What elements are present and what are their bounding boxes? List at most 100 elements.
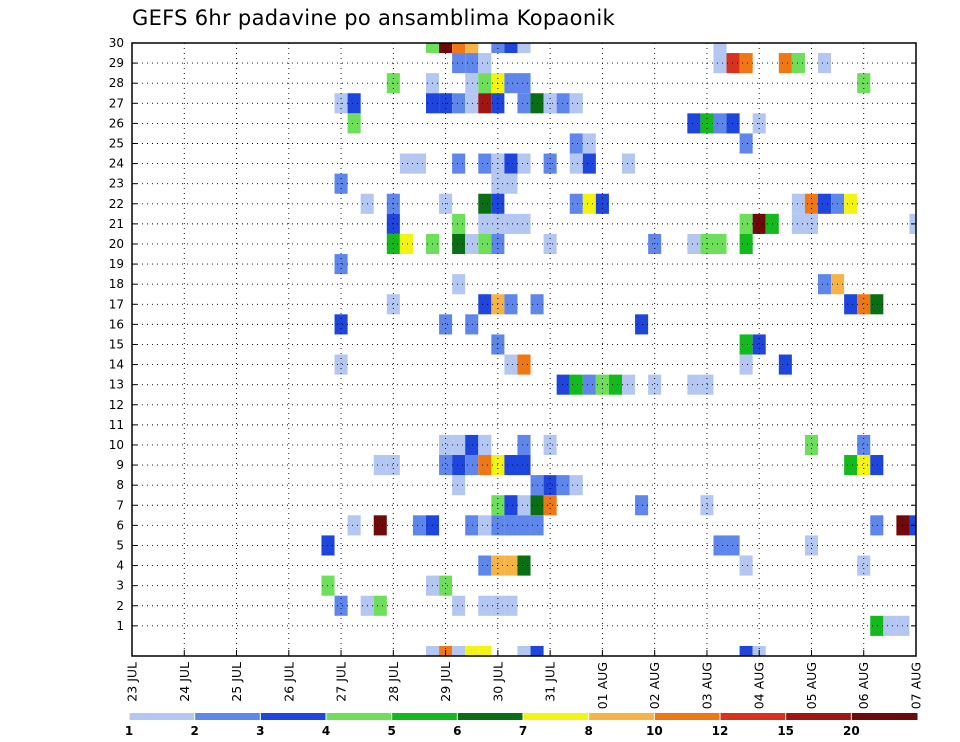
- data-cell: [791, 193, 805, 214]
- data-cell: [739, 354, 753, 375]
- data-cell: [478, 73, 492, 94]
- data-cell: [504, 515, 518, 536]
- data-cell: [504, 173, 518, 194]
- data-cell: [791, 53, 805, 74]
- colorbar-tick-label: 5: [387, 724, 395, 738]
- x-tick-label: 28 JUL: [386, 662, 401, 702]
- data-cell: [334, 354, 348, 375]
- x-tick-label: 06 AUG: [856, 662, 871, 709]
- y-tick-label: 2: [116, 599, 124, 613]
- data-cell: [713, 233, 727, 255]
- y-tick-label: 26: [109, 116, 124, 130]
- x-axis-ticks: 23 JUL 24 JUL 25 JUL 26 JUL 27 JUL 28 JUL 29 J…: [125, 650, 924, 709]
- colorbar-tick-label: 3: [256, 724, 264, 738]
- x-tick-label: 03 AUG: [699, 662, 714, 709]
- data-cell: [517, 455, 531, 476]
- y-tick-label: 1: [116, 619, 124, 633]
- data-cell: [452, 434, 466, 456]
- y-tick-label: 22: [109, 197, 124, 211]
- data-cell: [739, 133, 753, 154]
- y-tick-label: 5: [116, 538, 124, 552]
- data-cell: [726, 53, 740, 74]
- y-tick-label: 7: [116, 498, 124, 512]
- x-tick-label: 31 JUL: [543, 662, 558, 702]
- data-cell: [739, 213, 753, 234]
- data-cell: [569, 374, 583, 395]
- data-cell: [465, 314, 479, 335]
- data-cell: [478, 93, 492, 114]
- data-cell: [700, 495, 714, 516]
- y-tick-label: 28: [109, 76, 124, 90]
- data-cell: [504, 455, 518, 476]
- data-cell: [582, 193, 596, 214]
- data-cell: [478, 645, 492, 656]
- colorbar-tick-label: 10: [646, 724, 663, 738]
- data-cell: [857, 434, 871, 456]
- data-cell: [517, 213, 531, 234]
- data-cell: [870, 455, 884, 476]
- plot-frame: [131, 42, 917, 657]
- data-cell: [818, 53, 832, 74]
- x-tick-label: 30 JUL: [490, 662, 505, 702]
- data-cell: [478, 153, 492, 174]
- y-tick-label: 12: [109, 398, 124, 412]
- data-cell: [478, 434, 492, 456]
- data-cell: [556, 93, 570, 114]
- data-cell: [412, 153, 426, 174]
- data-cell: [426, 43, 440, 54]
- colorbar-swatch: [129, 713, 196, 720]
- data-cell: [373, 455, 387, 476]
- data-cell: [569, 193, 583, 214]
- x-tick-label: 29 JUL: [438, 662, 453, 702]
- data-cell: [870, 615, 884, 636]
- data-cell: [857, 294, 871, 315]
- data-cell: [465, 455, 479, 476]
- y-tick-label: 8: [116, 478, 124, 492]
- colorbar-swatch: [194, 713, 261, 720]
- data-cell: [478, 515, 492, 536]
- data-cell: [804, 434, 818, 456]
- data-cell: [373, 515, 387, 536]
- data-cell: [439, 455, 453, 476]
- data-cell: [844, 294, 858, 315]
- data-cell: [478, 455, 492, 476]
- data-cell: [465, 43, 479, 54]
- data-cell: [426, 645, 440, 656]
- colorbar-swatch: [720, 713, 787, 720]
- data-cell: [465, 73, 479, 94]
- data-cell: [478, 294, 492, 315]
- colorbar-tick-label: 4: [322, 724, 330, 738]
- y-axis-ticks: 1234567891011121314151617181920212223242…: [109, 36, 916, 633]
- x-tick-label: 04 AUG: [752, 662, 767, 709]
- y-tick-label: 24: [109, 157, 124, 171]
- y-tick-label: 13: [109, 378, 124, 392]
- data-cell: [452, 43, 466, 54]
- data-cell: [517, 73, 531, 94]
- grid-layer: [132, 43, 916, 656]
- data-cell: [739, 233, 753, 255]
- y-tick-label: 6: [116, 518, 124, 532]
- colorbar-swatch: [654, 713, 721, 720]
- data-cell: [478, 213, 492, 234]
- data-cell: [465, 93, 479, 114]
- colorbar: 1 2 3 4 5 6 7 8 10 12 15 20: [125, 713, 918, 738]
- data-cell: [517, 43, 531, 54]
- data-cell: [530, 645, 544, 656]
- data-cell: [334, 314, 348, 335]
- x-tick-label: 23 JUL: [125, 662, 140, 702]
- colorbar-swatch: [391, 713, 458, 720]
- data-cell: [478, 233, 492, 255]
- data-cell: [635, 495, 649, 516]
- data-cell: [452, 233, 466, 255]
- data-cell: [713, 43, 727, 54]
- data-cell: [465, 53, 479, 74]
- x-tick-label: 05 AUG: [804, 662, 819, 709]
- data-cell: [452, 274, 466, 295]
- y-tick-label: 16: [109, 317, 124, 331]
- colorbar-swatch: [326, 713, 393, 720]
- data-cell: [569, 93, 583, 114]
- y-tick-label: 21: [109, 217, 124, 231]
- data-cell: [752, 334, 766, 355]
- data-cell: [713, 53, 727, 74]
- data-cell: [504, 153, 518, 174]
